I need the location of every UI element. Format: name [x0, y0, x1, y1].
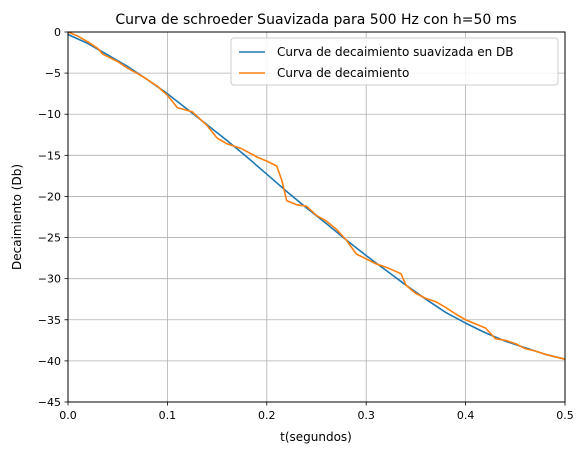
- chart-title: Curva de schroeder Suavizada para 500 Hz…: [115, 12, 516, 28]
- y-tick-label: 0: [54, 26, 61, 39]
- x-tick-label: 0.3: [357, 409, 375, 422]
- plot-frame: [67, 31, 566, 403]
- legend-label: Curva de decaimiento: [277, 66, 409, 80]
- x-axis: 0.0 0.1 0.2 0.3 0.4 0.5: [59, 402, 574, 422]
- y-tick-label: −25: [38, 232, 61, 245]
- y-tick-label: −5: [45, 67, 61, 80]
- legend-box: [230, 37, 559, 86]
- legend: Curva de decaimiento suavizada en DB Curv…: [230, 37, 559, 86]
- series-layer: [67, 31, 566, 360]
- y-tick-label: −45: [38, 396, 61, 409]
- y-tick-label: −30: [38, 273, 61, 286]
- y-tick-label: −15: [38, 149, 61, 162]
- y-tick-label: −20: [38, 190, 61, 203]
- y-tick-label: −10: [38, 108, 61, 121]
- legend-label: Curva de decaimiento suavizada en DB: [277, 45, 514, 59]
- x-tick-label: 0.4: [457, 409, 475, 422]
- y-tick-label: −35: [38, 314, 61, 327]
- grid: [67, 31, 566, 403]
- y-axis: 0 −5 −10 −15 −20 −25 −30 −35 −40 −45: [38, 26, 68, 409]
- y-axis-label: Decaimiento (Db): [10, 164, 24, 270]
- series-line-2: [67, 31, 566, 360]
- x-tick-label: 0.2: [258, 409, 276, 422]
- x-tick-label: 0.5: [556, 409, 574, 422]
- y-tick-label: −40: [38, 355, 61, 368]
- x-tick-label: 0.0: [59, 409, 77, 422]
- x-axis-label: t(segundos): [280, 430, 352, 444]
- x-tick-label: 0.1: [159, 409, 177, 422]
